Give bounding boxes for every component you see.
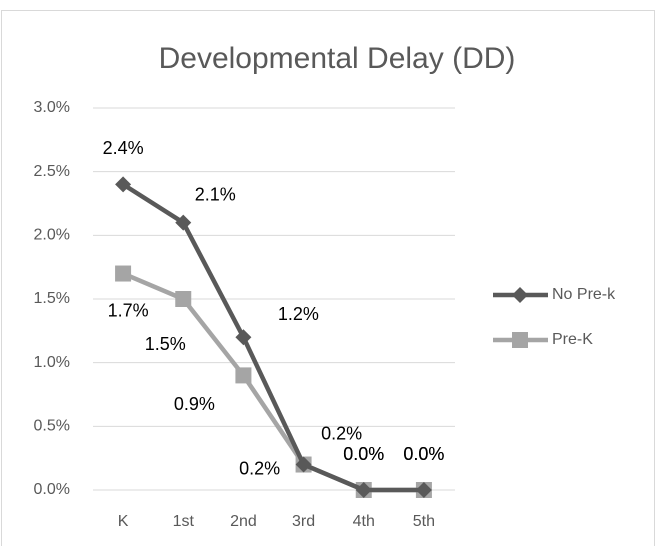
chart-border [1, 10, 655, 551]
chart-title: Developmental Delay (DD) [159, 42, 516, 75]
marker [115, 265, 132, 282]
x-tick-label: 2nd [230, 513, 257, 530]
data-label: 0.0% [343, 444, 384, 464]
legend-label: No Pre-k [552, 286, 616, 303]
marker [415, 482, 432, 498]
marker [235, 367, 252, 384]
x-tick-label: 1st [173, 513, 195, 530]
y-tick-label: 0.5% [34, 418, 70, 435]
data-label: 0.9% [174, 394, 215, 414]
y-tick-label: 3.0% [34, 99, 70, 116]
y-tick-label: 1.0% [34, 354, 70, 371]
marker [355, 482, 372, 498]
data-label: 0.0% [403, 444, 444, 464]
data-label: 2.1% [195, 184, 236, 204]
marker [175, 214, 192, 231]
legend-label: Pre-K [552, 331, 593, 348]
x-tick-label: 4th [353, 513, 375, 530]
data-label: 1.2% [278, 304, 319, 324]
marker [115, 176, 132, 193]
data-label: 1.5% [145, 334, 186, 354]
y-tick-label: 2.0% [34, 227, 70, 244]
data-label: 0.0% [403, 444, 444, 464]
x-tick-label: K [118, 513, 129, 530]
y-tick-label: 1.5% [34, 290, 70, 307]
marker [235, 329, 252, 346]
data-label: 2.4% [103, 138, 144, 158]
data-label: 0.0% [343, 444, 384, 464]
x-tick-label: 5th [413, 513, 435, 530]
marker [175, 291, 192, 307]
marker [512, 287, 528, 303]
data-label: 0.2% [321, 423, 362, 443]
data-label: 1.7% [108, 300, 149, 320]
data-label: 0.2% [239, 458, 280, 478]
series-line [121, 182, 424, 493]
x-tick-label: 3rd [292, 513, 315, 530]
marker [512, 332, 528, 348]
marker [295, 456, 312, 473]
y-tick-label: 0.0% [34, 481, 70, 498]
y-tick-label: 2.5% [34, 163, 70, 180]
